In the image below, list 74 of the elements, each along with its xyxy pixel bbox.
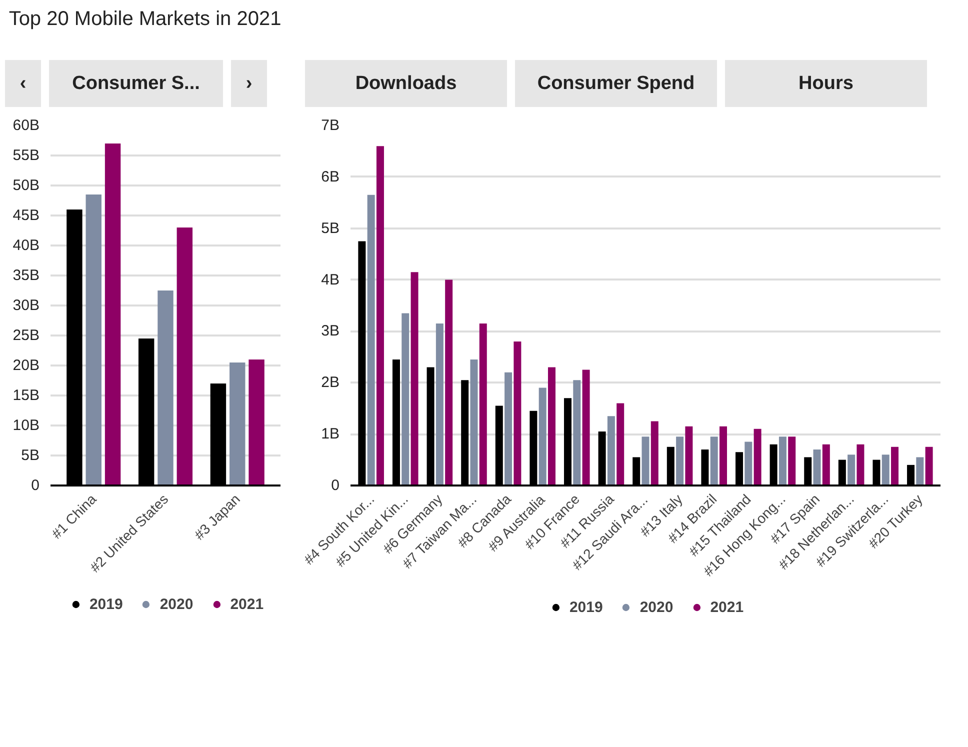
- y-tick-label: 5B: [21, 447, 40, 464]
- text: Consumer Spend: [515, 60, 717, 108]
- y-tick-label: 60B: [12, 117, 40, 134]
- legend-label: 2019: [89, 596, 123, 612]
- y-tick-label: 20B: [12, 357, 40, 374]
- bar: [650, 421, 658, 486]
- legend-label: 2021: [710, 598, 744, 616]
- bar: [710, 436, 718, 486]
- bar: [882, 454, 890, 486]
- bar: [402, 313, 410, 486]
- y-tick-label: 2B: [321, 374, 340, 392]
- bar: [248, 360, 264, 486]
- bar: [788, 436, 796, 486]
- legend-label: 2019: [569, 598, 603, 616]
- bar: [607, 416, 615, 486]
- text: Consumer S...: [49, 60, 223, 108]
- y-tick-label: 10B: [12, 417, 40, 434]
- y-tick-label: 5B: [321, 220, 340, 237]
- y-tick-label: 55B: [12, 147, 40, 164]
- y-tick-label: 7B: [321, 117, 340, 134]
- chart-title: Top 20 Mobile Markets in 2021: [8, 7, 282, 32]
- bar: [848, 454, 856, 486]
- y-tick-label: 35B: [12, 267, 40, 284]
- bar: [582, 370, 590, 486]
- bar: [822, 444, 830, 486]
- bar: [436, 324, 444, 486]
- y-tick-label: 3B: [321, 322, 340, 340]
- bar: [410, 272, 418, 486]
- bar: [778, 436, 786, 486]
- legend-label: 2020: [640, 598, 674, 616]
- bar: [813, 450, 821, 486]
- bar: [754, 428, 762, 486]
- bar: [445, 280, 453, 486]
- y-tick-label: 0: [331, 477, 340, 494]
- y-tick-label: 6B: [321, 168, 340, 186]
- legend-label: 2020: [160, 596, 194, 612]
- y-tick-label: 40B: [12, 237, 40, 254]
- legend-label: 2021: [230, 596, 264, 612]
- y-tick-label: 4B: [321, 271, 340, 288]
- bar: [573, 380, 581, 486]
- text: Hours: [725, 60, 927, 108]
- bar: [642, 436, 650, 486]
- y-tick-label: 50B: [12, 177, 40, 194]
- bar: [504, 372, 512, 486]
- text: ‹: [5, 60, 41, 108]
- bar: [685, 426, 693, 486]
- y-tick-label: 30B: [12, 297, 40, 314]
- bar: [176, 228, 193, 486]
- bar: [548, 367, 556, 486]
- bar: [891, 446, 899, 486]
- text: ›: [231, 60, 267, 108]
- y-tick-label: 1B: [321, 426, 340, 443]
- bar: [104, 144, 121, 486]
- y-tick-label: 25B: [12, 327, 40, 344]
- bar: [514, 342, 522, 486]
- bar: [86, 194, 102, 486]
- y-tick-label: 0: [31, 477, 40, 494]
- bar: [916, 457, 924, 486]
- y-tick-label: 15B: [12, 387, 40, 404]
- bar: [479, 324, 487, 486]
- bar: [230, 362, 246, 486]
- text: Downloads: [305, 60, 507, 108]
- bar: [367, 194, 375, 486]
- bar: [616, 403, 624, 486]
- bar: [376, 146, 384, 486]
- bar: [720, 426, 727, 486]
- y-tick-label: 45B: [12, 207, 40, 224]
- bar: [925, 446, 933, 486]
- bar: [470, 360, 478, 486]
- bar: [744, 442, 752, 486]
- bar: [538, 388, 546, 486]
- bar: [676, 436, 684, 486]
- bar: [158, 290, 174, 486]
- bar: [856, 444, 864, 486]
